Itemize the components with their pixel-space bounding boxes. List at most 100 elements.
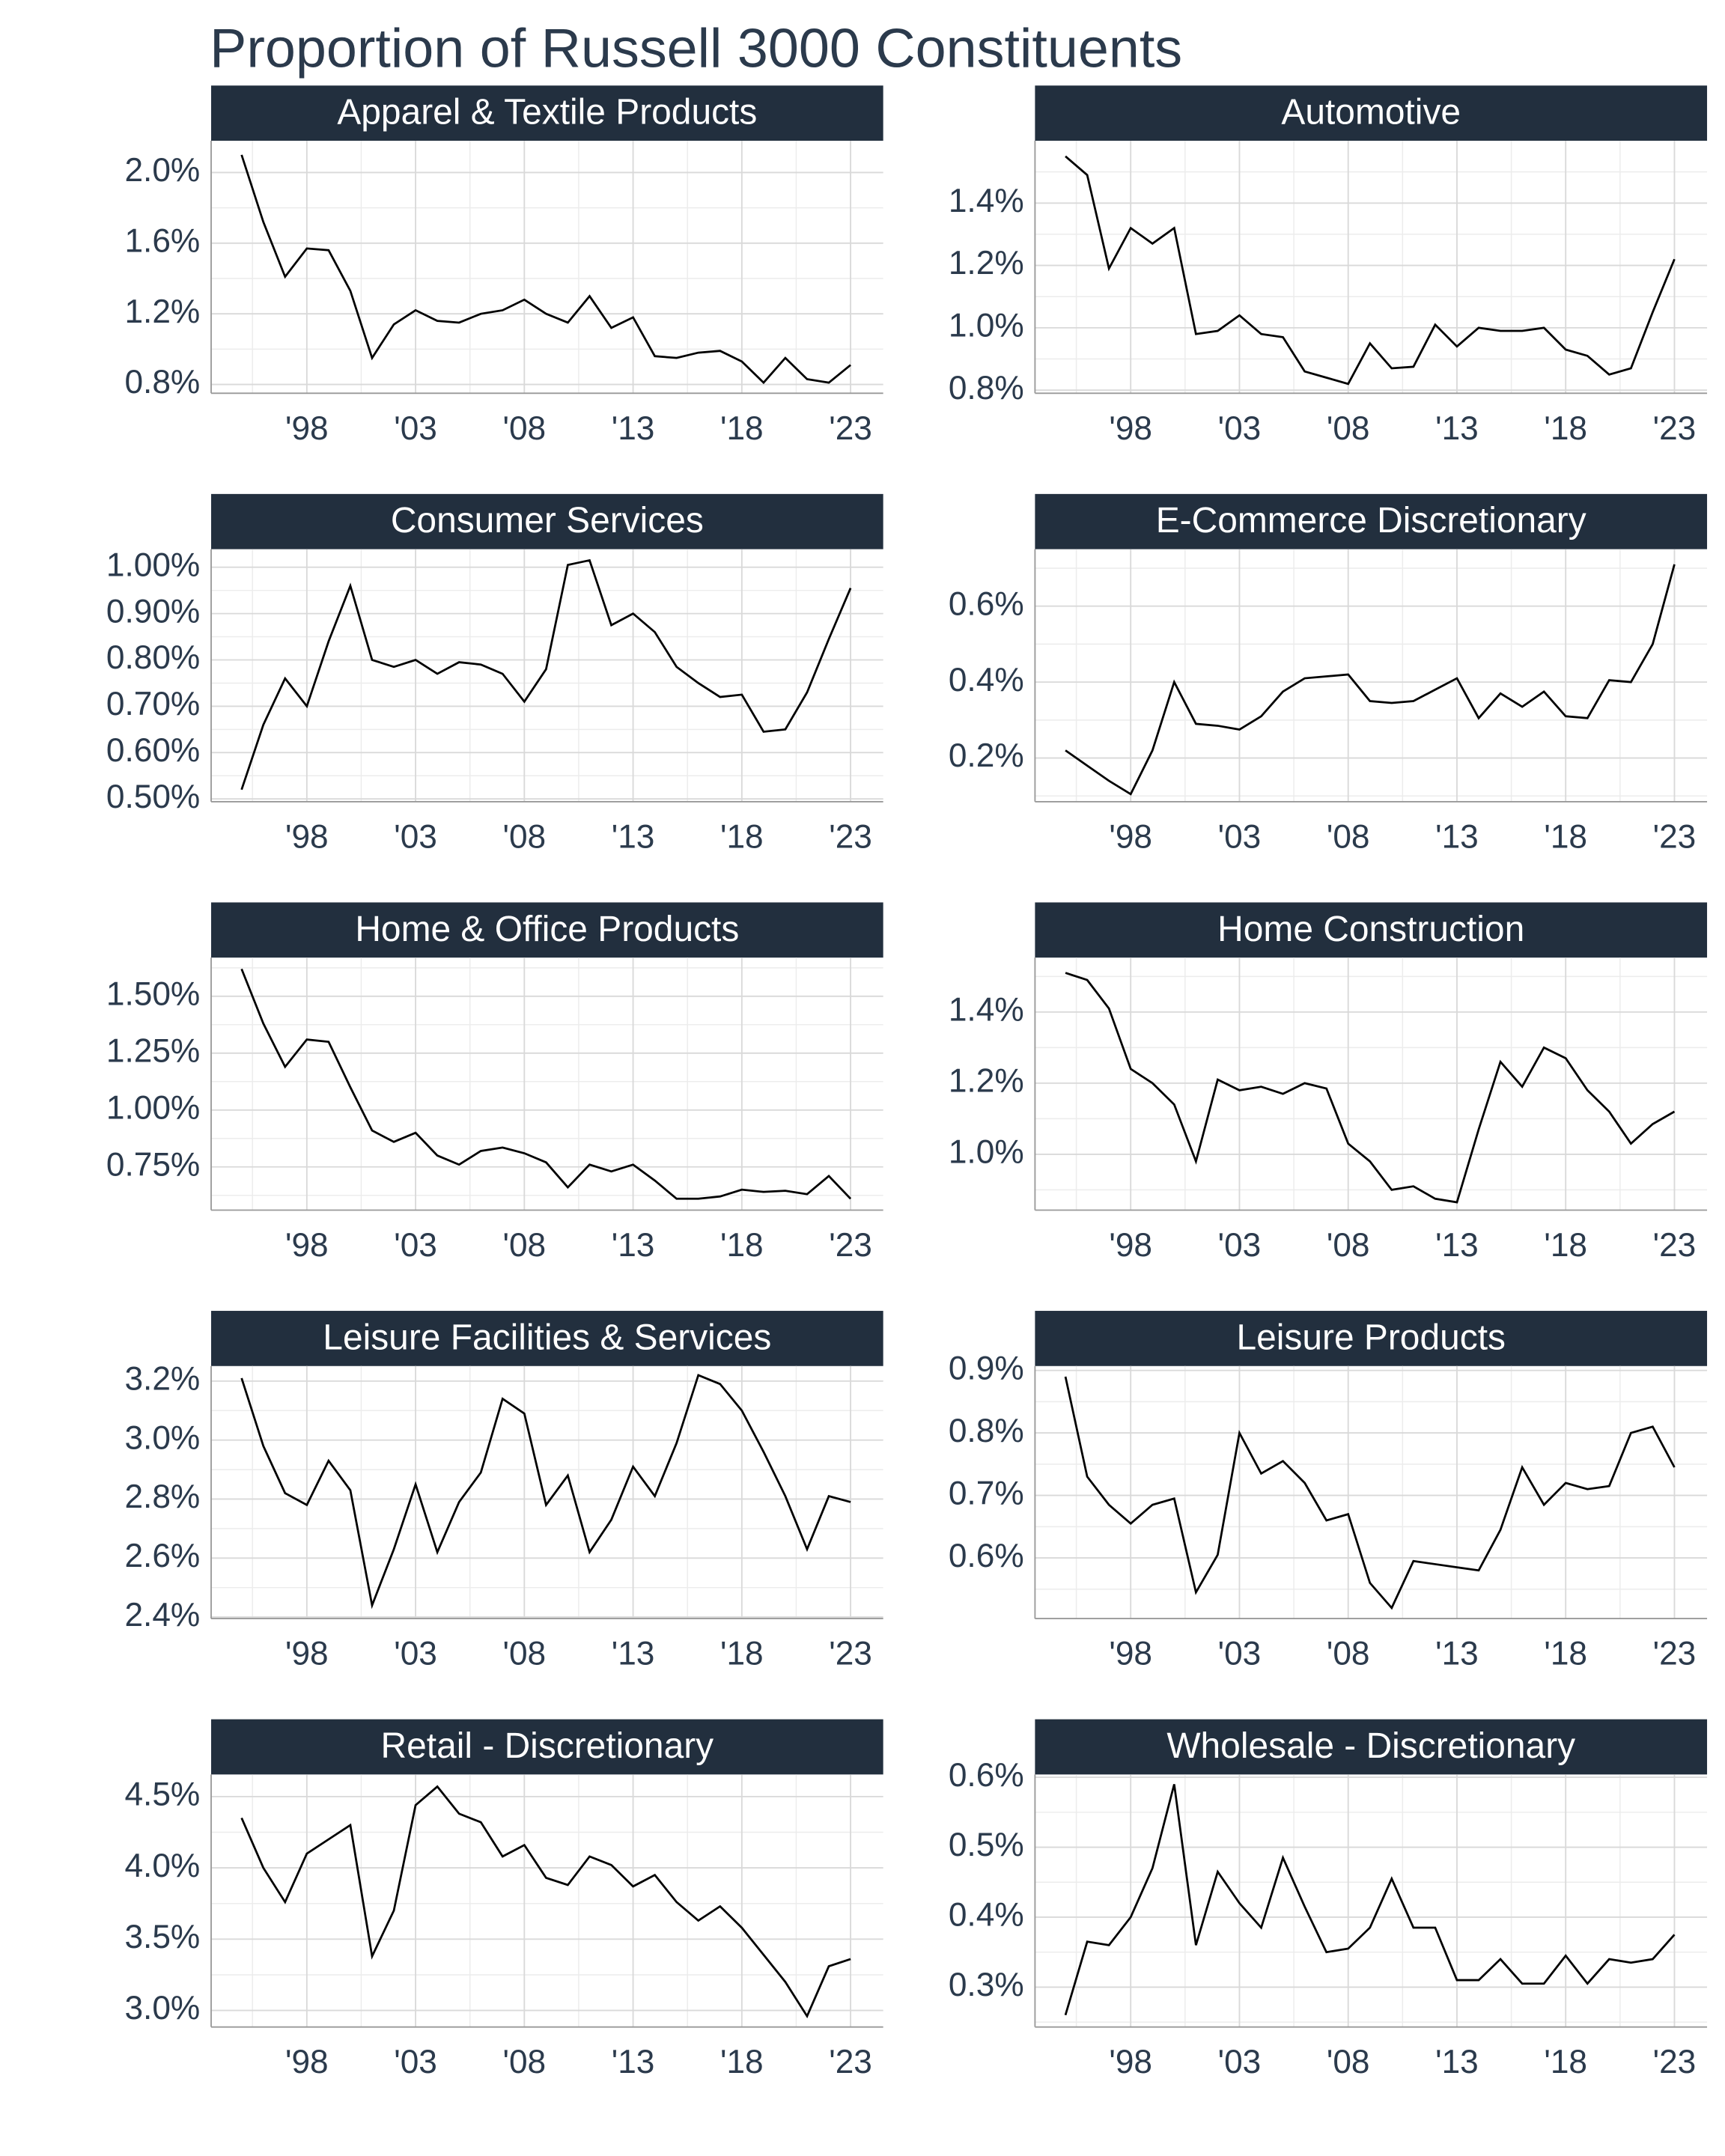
strip xyxy=(1035,902,1708,958)
x-tick-label: '08 xyxy=(1327,2044,1370,2080)
panel-title: Wholesale - Discretionary xyxy=(1166,1726,1575,1766)
panel-title: E-Commerce Discretionary xyxy=(1156,501,1586,540)
line xyxy=(240,154,851,385)
x-tick-label: '08 xyxy=(503,2044,547,2080)
strip xyxy=(1035,493,1708,549)
line xyxy=(240,968,852,1200)
x-tick-label: '98 xyxy=(1109,2044,1152,2080)
x-tick-label: '98 xyxy=(285,410,329,447)
y-tick-label: 3.2% xyxy=(124,1361,200,1398)
y-tick-label: 1.50% xyxy=(106,976,200,1013)
y-tick-label: 1.6% xyxy=(124,223,200,260)
x-tick-label: '03 xyxy=(394,1636,437,1672)
y-tick-label: 0.7% xyxy=(949,1475,1024,1511)
y-tick-label: 0.2% xyxy=(949,737,1024,774)
x-tick-label: '13 xyxy=(612,1227,655,1264)
x-tick-label: '08 xyxy=(1327,818,1370,855)
x-tick-label: '13 xyxy=(612,2044,655,2080)
x-tick-label: '03 xyxy=(1218,410,1262,447)
x-tick-label: '98 xyxy=(285,1227,329,1264)
x-tick-label: '03 xyxy=(1218,1227,1262,1264)
panel-title: Apparel & Textile Products xyxy=(337,93,757,133)
y-tick-label: 3.0% xyxy=(124,1990,200,2026)
x-tick-label: '08 xyxy=(1327,1227,1370,1264)
strip xyxy=(1035,1719,1708,1775)
x-tick-label: '18 xyxy=(1544,818,1587,855)
x-tick-label: '08 xyxy=(503,1227,547,1264)
x-tick-label: '18 xyxy=(720,410,764,447)
x-tick-label: '13 xyxy=(612,818,655,855)
y-tick-label: 0.60% xyxy=(106,732,200,769)
line xyxy=(240,1785,851,2019)
y-tick-label: 0.5% xyxy=(949,1827,1024,1863)
y-tick-label: 0.90% xyxy=(106,593,200,630)
y-tick-label: 0.75% xyxy=(106,1146,200,1183)
y-tick-label: 2.8% xyxy=(124,1479,200,1515)
panel-title: Retail - Discretionary xyxy=(381,1726,714,1766)
x-tick-label: '13 xyxy=(1435,2044,1479,2080)
strip xyxy=(211,1311,883,1366)
y-tick-label: 1.4% xyxy=(949,992,1024,1029)
panel-title: Home & Office Products xyxy=(355,910,739,949)
x-tick-label: '18 xyxy=(1544,1636,1587,1672)
x-tick-label: '23 xyxy=(829,1636,872,1672)
x-tick-label: '13 xyxy=(612,1636,655,1672)
y-tick-label: 1.25% xyxy=(106,1032,200,1069)
x-tick-label: '08 xyxy=(503,818,547,855)
x-tick-label: '98 xyxy=(285,818,329,855)
y-tick-label: 0.6% xyxy=(949,1538,1024,1574)
line xyxy=(1065,972,1676,1204)
y-tick-label: 0.9% xyxy=(949,1350,1024,1386)
x-tick-label: '23 xyxy=(1653,410,1697,447)
x-tick-label: '03 xyxy=(1218,818,1262,855)
strip xyxy=(211,1719,883,1775)
y-tick-label: 0.3% xyxy=(949,1967,1024,2003)
y-tick-label: 1.2% xyxy=(949,245,1024,281)
panel-title: Home Construction xyxy=(1217,910,1524,949)
x-tick-label: '18 xyxy=(1544,410,1587,447)
panel-title: Leisure Facilities & Services xyxy=(323,1318,771,1357)
x-tick-label: '08 xyxy=(1327,410,1370,447)
y-tick-label: 1.4% xyxy=(949,183,1024,219)
x-tick-label: '98 xyxy=(1109,1227,1152,1264)
y-tick-label: 0.8% xyxy=(124,364,200,401)
strip xyxy=(1035,85,1708,141)
x-tick-label: '23 xyxy=(1653,1636,1697,1672)
y-tick-label: 1.00% xyxy=(106,546,200,583)
strip xyxy=(211,902,883,958)
line xyxy=(1065,155,1676,386)
y-tick-label: 0.4% xyxy=(949,1897,1024,1934)
y-tick-label: 4.5% xyxy=(124,1776,200,1813)
x-tick-label: '23 xyxy=(829,818,872,855)
x-tick-label: '13 xyxy=(1435,818,1479,855)
y-tick-label: 2.6% xyxy=(124,1538,200,1574)
y-tick-label: 2.0% xyxy=(124,152,200,189)
panel-title: Automotive xyxy=(1281,93,1461,133)
x-tick-label: '13 xyxy=(1435,410,1479,447)
x-tick-label: '03 xyxy=(394,410,437,447)
y-tick-label: 0.6% xyxy=(949,1757,1024,1794)
strip xyxy=(211,85,883,141)
y-tick-label: 2.4% xyxy=(124,1597,200,1633)
y-tick-label: 3.0% xyxy=(124,1419,200,1456)
x-tick-label: '23 xyxy=(1653,2044,1697,2080)
y-tick-label: 1.2% xyxy=(124,293,200,330)
panel-title: Consumer Services xyxy=(391,501,704,540)
x-tick-label: '03 xyxy=(1218,2044,1262,2080)
x-tick-label: '98 xyxy=(1109,818,1152,855)
chart-title: Proportion of Russell 3000 Constituents xyxy=(210,17,1182,79)
x-tick-label: '18 xyxy=(720,818,764,855)
y-tick-label: 0.8% xyxy=(949,370,1024,406)
x-tick-label: '03 xyxy=(1218,1636,1262,1672)
line xyxy=(240,558,852,791)
x-tick-label: '23 xyxy=(1653,1227,1697,1264)
x-tick-label: '13 xyxy=(1435,1227,1479,1264)
y-tick-label: 0.70% xyxy=(106,686,200,722)
y-tick-label: 1.2% xyxy=(949,1063,1024,1100)
x-tick-label: '13 xyxy=(1435,1636,1479,1672)
y-tick-label: 0.50% xyxy=(106,779,200,815)
y-tick-label: 3.5% xyxy=(124,1919,200,1955)
y-tick-label: 1.00% xyxy=(106,1089,200,1126)
x-tick-label: '98 xyxy=(1109,410,1152,447)
